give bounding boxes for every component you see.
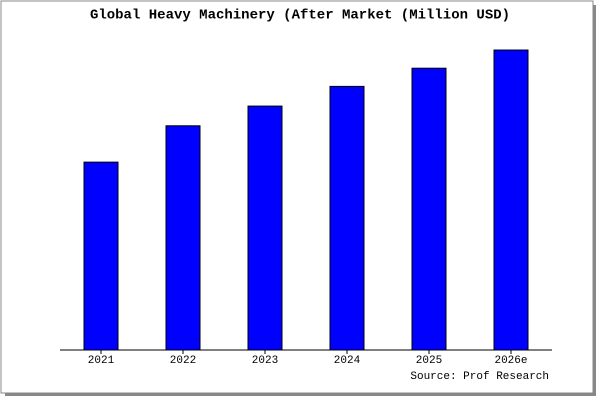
x-tick-label: 2026e	[494, 355, 527, 367]
bar	[411, 67, 447, 351]
x-tick-label: 2023	[252, 355, 278, 367]
plot-area	[60, 47, 552, 350]
bar	[247, 105, 283, 351]
x-tick-label: 2021	[88, 355, 115, 367]
x-tick-label: 2022	[170, 355, 196, 367]
x-tick-label: 2024	[334, 355, 361, 367]
chart-title: Global Heavy Machinery (After Market (Mi…	[90, 8, 510, 24]
x-tick-label: 2025	[416, 355, 442, 367]
bar	[165, 125, 201, 351]
bar	[83, 161, 119, 351]
bar	[329, 85, 365, 351]
source-note: Source: Prof Research	[410, 371, 549, 383]
bar	[493, 49, 529, 351]
